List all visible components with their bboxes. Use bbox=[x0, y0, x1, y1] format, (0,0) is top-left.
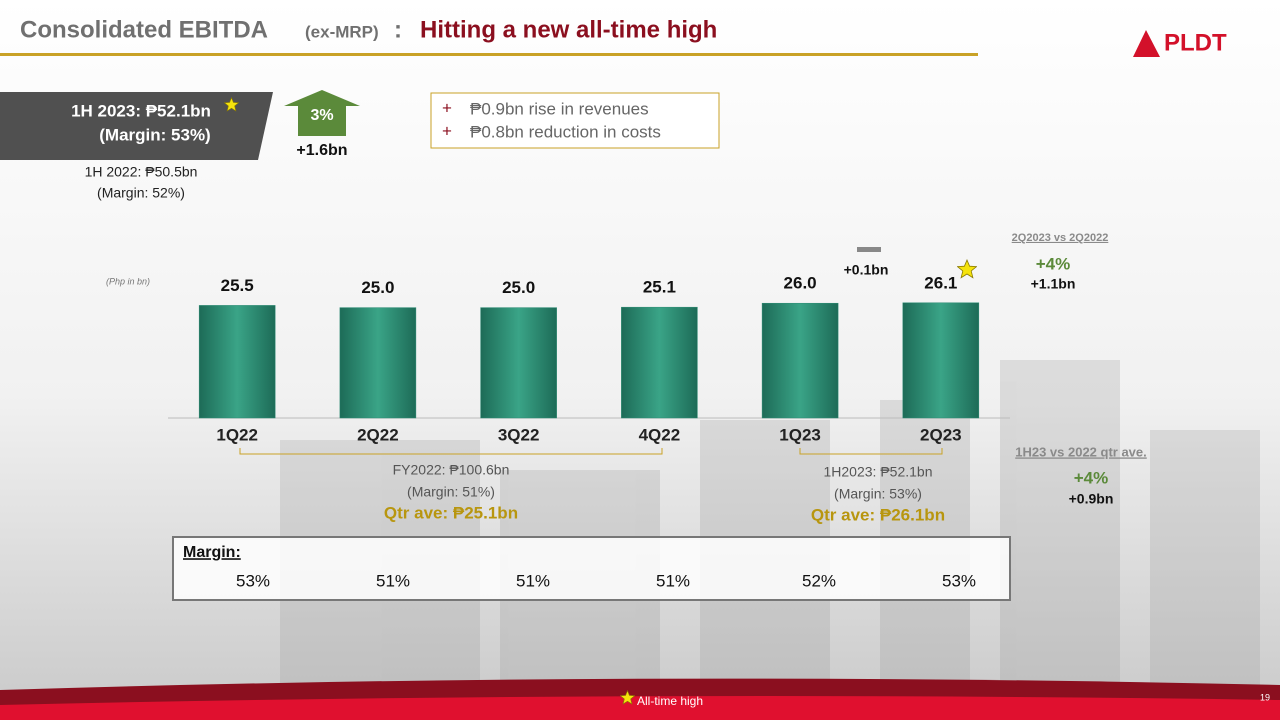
bracket-average: Qtr ave: ₱25.1bn bbox=[384, 503, 518, 522]
chart: 25.5 1Q22 25.0 2Q22 25.0 3Q22 25.1 4Q22 26.0 1Q23… bbox=[168, 273, 1010, 444]
bar bbox=[761, 302, 839, 419]
value-label: 25.0 bbox=[502, 278, 535, 297]
bracket-average: Qtr ave: ₱26.1bn bbox=[811, 505, 945, 524]
margin-row: 53% 51% 51% 51% 52% 53% bbox=[236, 571, 976, 590]
logo-mark bbox=[1133, 30, 1160, 57]
title-separator: : bbox=[394, 16, 402, 43]
comparison-title: 1H23 vs 2022 qtr ave. bbox=[1015, 444, 1147, 459]
bracket bbox=[239, 448, 663, 455]
footer-band bbox=[0, 696, 1280, 720]
bracket-line: FY2022: ₱100.6bn bbox=[393, 462, 510, 478]
bar bbox=[339, 307, 417, 419]
bracket-line: (Margin: 53%) bbox=[834, 486, 922, 502]
value-label: 25.1 bbox=[643, 278, 676, 297]
value-label: 26.1 bbox=[924, 273, 957, 292]
change-marker bbox=[857, 247, 881, 252]
margin-value: 51% bbox=[516, 571, 550, 590]
bar bbox=[621, 306, 698, 419]
bracket-line: 1H2023: ₱52.1bn bbox=[824, 464, 933, 480]
comparison-pct: +4% bbox=[1074, 468, 1109, 487]
subtitle: Hitting a new all-time high bbox=[420, 16, 717, 43]
x-tick-label: 1Q23 bbox=[779, 425, 821, 444]
summary-current-margin: (Margin: 53%) bbox=[99, 125, 210, 144]
comparison-abs: +0.9bn bbox=[1069, 491, 1114, 507]
growth-arrow bbox=[284, 90, 360, 136]
margin-value: 53% bbox=[236, 571, 270, 590]
margin-value: 52% bbox=[802, 571, 836, 590]
x-tick-label: 1Q22 bbox=[216, 425, 258, 444]
margin-value: 51% bbox=[376, 571, 410, 590]
footer-legend: All-time high bbox=[637, 694, 703, 708]
growth-abs: +1.6bn bbox=[296, 142, 347, 159]
change-label: +0.1bn bbox=[844, 262, 889, 278]
x-tick-label: 2Q23 bbox=[920, 425, 962, 444]
bar bbox=[902, 302, 980, 419]
summary-current: 1H 2023: ₱52.1bn bbox=[71, 101, 211, 120]
summary-previous: 1H 2022: ₱50.5bn bbox=[85, 164, 198, 180]
comparison-abs: +1.1bn bbox=[1031, 276, 1076, 292]
value-label: 26.0 bbox=[784, 274, 817, 293]
x-tick-label: 2Q22 bbox=[357, 425, 399, 444]
value-label: 25.5 bbox=[221, 276, 254, 295]
title: Consolidated EBITDA bbox=[20, 16, 268, 43]
bracket bbox=[799, 448, 943, 455]
page-number: 19 bbox=[1260, 692, 1270, 702]
driver-sign: + bbox=[442, 121, 452, 140]
x-tick-label: 4Q22 bbox=[639, 425, 681, 444]
drivers-box bbox=[430, 92, 720, 149]
driver-sign: + bbox=[442, 98, 452, 117]
logo: PLDT bbox=[1164, 29, 1227, 56]
comparison-title: 2Q2023 vs 2Q2022 bbox=[1012, 232, 1109, 244]
driver-text: ₱0.8bn reduction in costs bbox=[470, 122, 661, 141]
bar bbox=[198, 305, 276, 419]
comparison-pct: +4% bbox=[1036, 254, 1071, 273]
x-tick-label: 3Q22 bbox=[498, 425, 540, 444]
title-note: (ex-MRP) bbox=[305, 22, 379, 41]
value-label: 25.0 bbox=[361, 278, 394, 297]
margin-title: Margin: bbox=[183, 544, 241, 561]
unit-label: (Php in bn) bbox=[106, 276, 150, 286]
bracket-line: (Margin: 51%) bbox=[407, 484, 495, 500]
header-rule bbox=[0, 53, 978, 56]
margin-table bbox=[172, 536, 1011, 601]
summary-box bbox=[0, 92, 273, 160]
driver-text: ₱0.9bn rise in revenues bbox=[470, 99, 649, 118]
margin-value: 51% bbox=[656, 571, 690, 590]
bar bbox=[480, 307, 557, 419]
summary-previous-margin: (Margin: 52%) bbox=[97, 185, 185, 201]
growth-pct: 3% bbox=[310, 107, 333, 124]
margin-value: 53% bbox=[942, 571, 976, 590]
